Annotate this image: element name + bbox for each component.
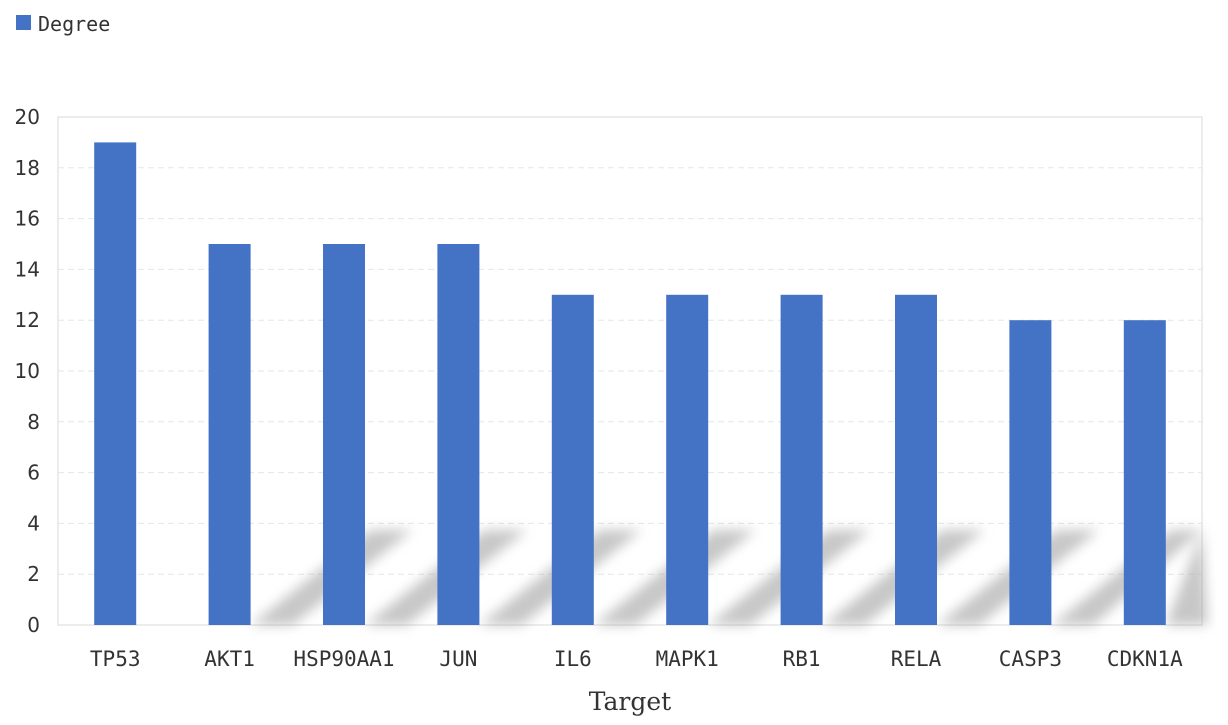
- legend-swatch: [16, 15, 31, 30]
- y-tick-label: 0: [27, 613, 40, 637]
- y-tick-label: 14: [15, 257, 40, 281]
- bar-mapk1: [666, 294, 709, 625]
- bar-hsp90aa1: [323, 244, 365, 625]
- x-tick-label: RELA: [891, 647, 942, 671]
- x-tick-label: MAPK1: [656, 647, 719, 671]
- x-tick-label: IL6: [554, 647, 592, 671]
- bar-rb1: [780, 294, 823, 625]
- bar-rela: [895, 294, 937, 625]
- x-tick-label: CDKN1A: [1107, 647, 1183, 671]
- y-tick-label: 6: [27, 461, 40, 485]
- y-tick-label: 2: [27, 562, 40, 586]
- y-tick-label: 8: [27, 410, 40, 434]
- bar-tp53: [94, 142, 137, 625]
- bar-akt1: [208, 244, 251, 625]
- bar-shadow: [1165, 530, 1208, 625]
- x-axis-title: Target: [589, 687, 671, 716]
- x-tick-label: AKT1: [204, 647, 255, 671]
- bar-cdkn1a: [1123, 320, 1166, 625]
- y-tick-label: 4: [27, 511, 40, 535]
- y-tick-label: 20: [15, 105, 40, 129]
- x-tick-label: CASP3: [999, 647, 1062, 671]
- bar-il6: [551, 294, 594, 625]
- x-tick-label: RB1: [783, 647, 821, 671]
- y-tick-label: 18: [15, 156, 40, 180]
- x-tick-label: HSP90AA1: [293, 647, 394, 671]
- legend: Degree: [16, 12, 110, 36]
- x-tick-label: JUN: [439, 647, 477, 671]
- y-tick-label: 12: [15, 308, 40, 332]
- x-tick-label: TP53: [90, 647, 141, 671]
- bars: [94, 142, 1166, 625]
- y-axis-ticks: 0 2 4 6 8 10 12 14 16 18 20: [15, 105, 40, 637]
- x-axis-ticks: TP53 AKT1 HSP90AA1 JUN IL6 MAPK1 RB1 RELA CASP3 C…: [90, 647, 1183, 671]
- y-tick-label: 16: [15, 207, 40, 231]
- bar-casp3: [1009, 320, 1052, 625]
- y-tick-label: 10: [15, 359, 40, 383]
- bar-jun: [437, 244, 480, 625]
- bar-shadows: [250, 530, 1208, 625]
- legend-label: Degree: [38, 12, 110, 36]
